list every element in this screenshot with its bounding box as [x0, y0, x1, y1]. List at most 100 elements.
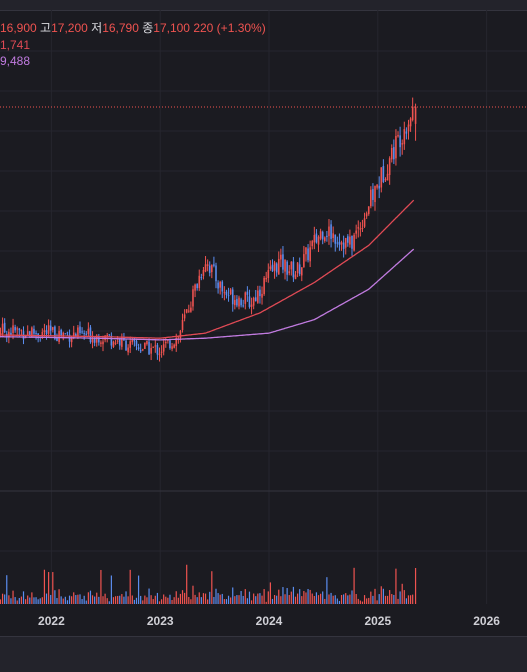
candle [248, 289, 251, 309]
volume-bar [405, 598, 407, 604]
candle [353, 232, 355, 252]
candle [234, 295, 236, 310]
candle [254, 290, 257, 302]
volume-bar [353, 567, 355, 604]
volume-bar [102, 596, 104, 604]
price-chart[interactable]: 2022 2023 2024 2025 2026 [0, 0, 527, 636]
candle [363, 212, 366, 228]
volume-bar [363, 595, 366, 604]
candle [223, 286, 226, 301]
volume-bar [407, 595, 410, 604]
volume-bar [184, 592, 186, 604]
candle [236, 295, 238, 308]
candle [388, 156, 391, 185]
volume-bar [8, 595, 10, 604]
candle [267, 263, 270, 283]
volume-bar [230, 597, 232, 604]
candle [265, 271, 268, 283]
candle [288, 265, 291, 276]
volume-bar [284, 594, 286, 604]
candle [259, 285, 261, 304]
candle [349, 229, 351, 248]
ma2-legend: 9,488 [0, 54, 31, 68]
volume-bar [54, 590, 56, 604]
volume-bar [41, 597, 43, 604]
candle [173, 343, 175, 349]
volume-bar [35, 597, 37, 604]
candle [323, 236, 326, 243]
volume-bar [223, 599, 225, 604]
candle [242, 299, 244, 308]
candle [326, 230, 328, 242]
close-label: 종 [142, 21, 154, 35]
candle [225, 289, 228, 299]
candle [390, 144, 393, 163]
volume-bar [152, 599, 154, 604]
candle [202, 267, 205, 280]
candle [261, 286, 263, 305]
volume-bar [173, 597, 175, 604]
candle [359, 222, 362, 237]
volume-bar [190, 599, 192, 604]
candle [244, 291, 247, 310]
candle [296, 261, 299, 278]
candle [72, 325, 75, 340]
volume-bar [207, 599, 209, 604]
candle [395, 129, 397, 166]
candle [290, 261, 293, 276]
candle [137, 343, 140, 351]
candle [3, 318, 6, 334]
volume-bar [401, 583, 403, 604]
open-value: 16,900 [0, 21, 37, 35]
candle [307, 244, 309, 263]
candle [51, 326, 54, 333]
volume-bar [45, 593, 48, 604]
volume-bar [299, 589, 301, 604]
volume-bar [267, 591, 269, 604]
volume-bar [269, 582, 271, 604]
volume-bar [68, 595, 71, 604]
volume-bar [382, 588, 384, 604]
volume-bar [303, 591, 305, 604]
volume-bar [355, 593, 357, 604]
volume-bar [261, 595, 263, 604]
volume-bar [292, 586, 295, 604]
volume-bar [236, 595, 238, 604]
volume-bar [83, 595, 85, 604]
ohlc-legend: 16,900 고17,200 저16,790 종17,100 220 (+1.3… [0, 19, 266, 36]
volume-bar [368, 597, 370, 604]
candle [338, 233, 341, 251]
time-axis[interactable]: 2022 2023 2024 2025 2026 [38, 614, 500, 628]
volume-bar [186, 564, 188, 604]
candle [397, 131, 399, 138]
volume-bar [259, 593, 261, 604]
volume-bar [133, 599, 135, 604]
candle [43, 323, 46, 337]
candle [298, 257, 301, 277]
volume-bar [188, 597, 190, 604]
volume-bar [391, 594, 393, 604]
volume-bar [60, 596, 62, 604]
candle [125, 338, 127, 351]
x-tick-label: 2026 [473, 614, 500, 628]
candle [79, 321, 81, 335]
volume-bar [351, 590, 353, 604]
candle [351, 235, 353, 256]
volume-bar [175, 591, 177, 604]
volume-bar [255, 596, 257, 604]
candle [110, 332, 113, 350]
volume-bar [374, 588, 376, 604]
volume-bar [114, 596, 117, 604]
volume-bar [94, 596, 96, 604]
volume-bar [43, 569, 46, 604]
candle [257, 285, 259, 304]
volume-bar [144, 595, 146, 604]
candle [407, 119, 410, 140]
candle [411, 97, 414, 122]
volume-bar [137, 575, 140, 604]
candle [152, 346, 155, 349]
candle [146, 340, 148, 346]
volume-bar [171, 599, 173, 604]
candle [367, 206, 370, 216]
candle [246, 286, 249, 302]
